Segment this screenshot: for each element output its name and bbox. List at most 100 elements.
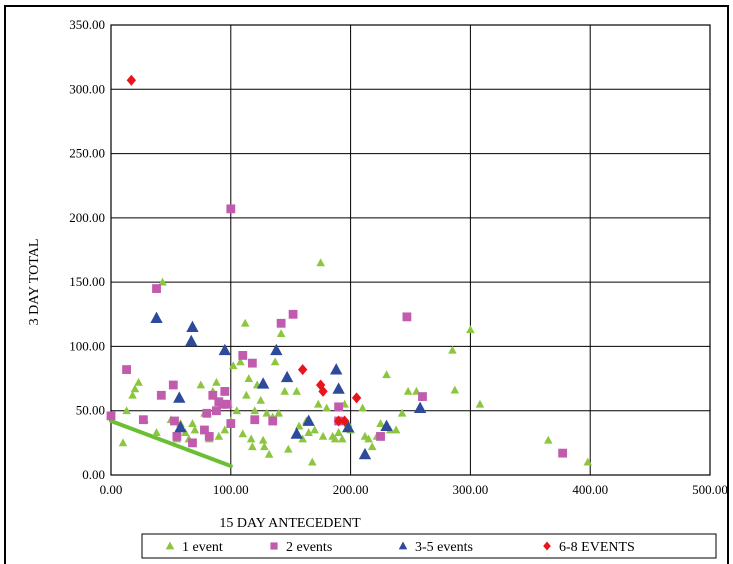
data-points [106, 74, 593, 466]
data-point [316, 258, 325, 267]
x-tick-label: 0.00 [100, 482, 123, 497]
data-point [318, 385, 328, 397]
legend-box [141, 533, 717, 559]
y-tick-label: 350.00 [69, 17, 105, 32]
data-point [228, 361, 238, 370]
data-point [376, 419, 385, 427]
data-point [128, 390, 137, 399]
data-point [264, 449, 274, 458]
data-point [190, 425, 200, 434]
data-point [212, 377, 221, 386]
data-point [322, 403, 331, 412]
data-point [298, 364, 308, 376]
data-point [218, 343, 231, 356]
data-point [134, 377, 143, 386]
data-point [364, 434, 373, 443]
data-point [188, 438, 197, 448]
data-point [156, 390, 166, 400]
series-3 [150, 311, 427, 460]
x-axis-label: 15 DAY ANTECEDENT [219, 516, 361, 531]
data-point [337, 434, 347, 443]
data-point [418, 392, 427, 401]
data-point [248, 442, 257, 451]
data-point [106, 411, 116, 421]
data-point [358, 447, 372, 460]
x-tick-label: 200.00 [333, 482, 369, 497]
data-point [543, 435, 553, 444]
data-point [238, 429, 248, 438]
data-point [238, 351, 248, 360]
data-point [290, 427, 303, 439]
data-point [339, 415, 350, 427]
data-point [330, 363, 343, 375]
data-point [242, 390, 251, 399]
data-point [246, 434, 256, 443]
data-point [118, 438, 128, 447]
data-point [270, 357, 280, 366]
chart-border [4, 5, 729, 564]
data-point [315, 379, 326, 391]
data-point [288, 309, 298, 319]
data-point [196, 380, 206, 389]
data-point [270, 343, 283, 356]
data-point [247, 358, 257, 368]
data-point [302, 414, 315, 426]
data-point [220, 425, 230, 434]
y-tick-label: 300.00 [69, 81, 105, 96]
x-tick-label: 400.00 [572, 482, 608, 497]
data-point [158, 277, 167, 286]
data-point [310, 425, 319, 434]
legend-marker [270, 542, 278, 550]
data-point [475, 399, 485, 408]
data-point [466, 325, 475, 334]
data-point [250, 406, 260, 415]
data-point [558, 448, 568, 458]
data-point [150, 311, 163, 324]
series-2 [106, 204, 568, 458]
data-point [276, 329, 286, 337]
data-point [274, 408, 283, 417]
y-tick-label: 200.00 [69, 210, 105, 225]
legend-entry: 2 events [286, 540, 332, 555]
data-point [294, 421, 304, 430]
data-point [351, 392, 362, 404]
data-point [262, 408, 272, 417]
data-point [122, 365, 131, 374]
data-point [185, 334, 198, 347]
y-axis-label: 3 DAY TOTAL [27, 239, 42, 326]
data-point [318, 431, 328, 440]
data-point [232, 406, 242, 415]
data-point [280, 370, 294, 383]
data-point [397, 408, 407, 417]
data-point [130, 384, 140, 393]
y-tick-label: 150.00 [69, 274, 105, 289]
data-point [212, 406, 221, 416]
data-point [583, 457, 593, 466]
trendline-segment [109, 419, 233, 468]
data-point [236, 357, 245, 366]
data-point [214, 431, 224, 440]
data-point [367, 442, 377, 451]
data-point [172, 432, 182, 441]
data-point [333, 415, 344, 427]
data-point [122, 406, 131, 415]
data-point [382, 370, 391, 379]
data-point [332, 382, 345, 394]
legend-marker [543, 541, 551, 551]
legend-entry: 1 event [182, 540, 223, 555]
data-point [448, 345, 457, 354]
legend-entry: 6-8 EVENTS [559, 540, 635, 555]
data-point [173, 391, 186, 403]
data-point [284, 444, 293, 453]
data-point [268, 416, 278, 426]
data-point [450, 385, 460, 394]
data-point [313, 399, 323, 408]
data-point [256, 395, 266, 404]
data-point [226, 419, 236, 428]
x-tick-label: 300.00 [453, 482, 489, 497]
data-point [307, 457, 317, 466]
data-point [403, 386, 413, 395]
y-tick-label: 50.00 [76, 403, 105, 418]
data-point [200, 425, 209, 435]
data-point [174, 420, 187, 433]
